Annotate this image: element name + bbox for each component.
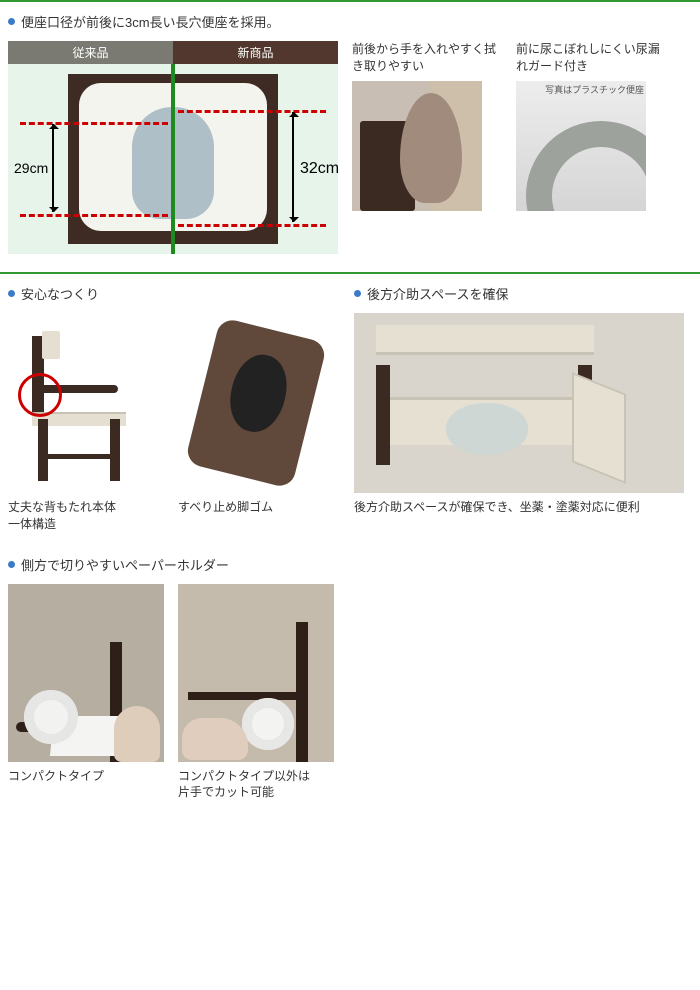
label-old: 従来品 xyxy=(8,41,173,64)
arrow-new xyxy=(292,112,294,222)
cap-chair: 丈夫な背もたれ本体 一体構造 xyxy=(8,499,164,533)
img-paper-compact xyxy=(8,584,164,762)
section-paper: 側方で切りやすいペーパーホルダー コンパクトタイプ コンパクトタイプ以外は 片手… xyxy=(0,551,700,820)
dash-new-top xyxy=(178,110,326,113)
footpad-block: すべり止め脚ゴム xyxy=(178,313,334,533)
side-col-wipe: 前後から手を入れやすく拭き取りやすい xyxy=(352,41,502,211)
plastic-badge: 写真はプラスチック便座 xyxy=(545,83,644,96)
paper-block-a: コンパクトタイプ xyxy=(8,584,164,785)
dash-old-top xyxy=(20,122,168,125)
heading-seat-text: 便座口径が前後に3cm長い長穴便座を採用。 xyxy=(21,12,280,31)
label-new: 新商品 xyxy=(173,41,338,64)
heading-anshin: 安心なつくり xyxy=(8,284,338,303)
dim-new: 32cm xyxy=(300,160,339,178)
cap-guard: 前に尿こぼれしにくい尿漏れガード付き xyxy=(516,41,666,75)
paper-block-b: コンパクトタイプ以外は 片手でカット可能 xyxy=(178,584,334,802)
cap-wipe: 前後から手を入れやすく拭き取りやすい xyxy=(352,41,502,75)
heading-rear-text: 後方介助スペースを確保 xyxy=(367,284,508,303)
dim-old: 29cm xyxy=(14,160,48,176)
img-guard: 写真はプラスチック便座 xyxy=(516,81,646,211)
img-paper-onehand xyxy=(178,584,334,762)
highlight-circle xyxy=(18,373,62,417)
section-construction: 安心なつくり xyxy=(0,274,700,551)
section-seat-compare: 便座口径が前後に3cm長い長穴便座を採用。 従来品 新商品 29cm xyxy=(0,2,700,272)
cap-footpad: すべり止め脚ゴム xyxy=(178,499,334,516)
img-wipe xyxy=(352,81,482,211)
arrow-old xyxy=(52,124,54,212)
heading-paper-text: 側方で切りやすいペーパーホルダー xyxy=(21,555,229,574)
cap-paper-b: コンパクトタイプ以外は 片手でカット可能 xyxy=(178,768,334,802)
heading-seat: 便座口径が前後に3cm長い長穴便座を採用。 xyxy=(8,12,692,31)
dash-old-bottom xyxy=(20,214,168,217)
chair-block: 丈夫な背もたれ本体 一体構造 xyxy=(8,313,164,533)
seat-compare-figure: 従来品 新商品 29cm 32cm xyxy=(8,41,338,254)
compare-divider xyxy=(171,64,175,254)
heading-paper: 側方で切りやすいペーパーホルダー xyxy=(8,555,692,574)
footpad-illustration xyxy=(184,317,327,489)
side-col-guard: 前に尿こぼれしにくい尿漏れガード付き 写真はプラスチック便座 xyxy=(516,41,666,211)
cap-rear: 後方介助スペースが確保でき、坐薬・塗薬対応に便利 xyxy=(354,499,684,516)
cap-paper-a: コンパクトタイプ xyxy=(8,768,164,785)
rear-space-illustration xyxy=(354,313,684,493)
heading-anshin-text: 安心なつくり xyxy=(21,284,99,303)
dash-new-bottom xyxy=(178,224,326,227)
heading-rear: 後方介助スペースを確保 xyxy=(354,284,684,303)
